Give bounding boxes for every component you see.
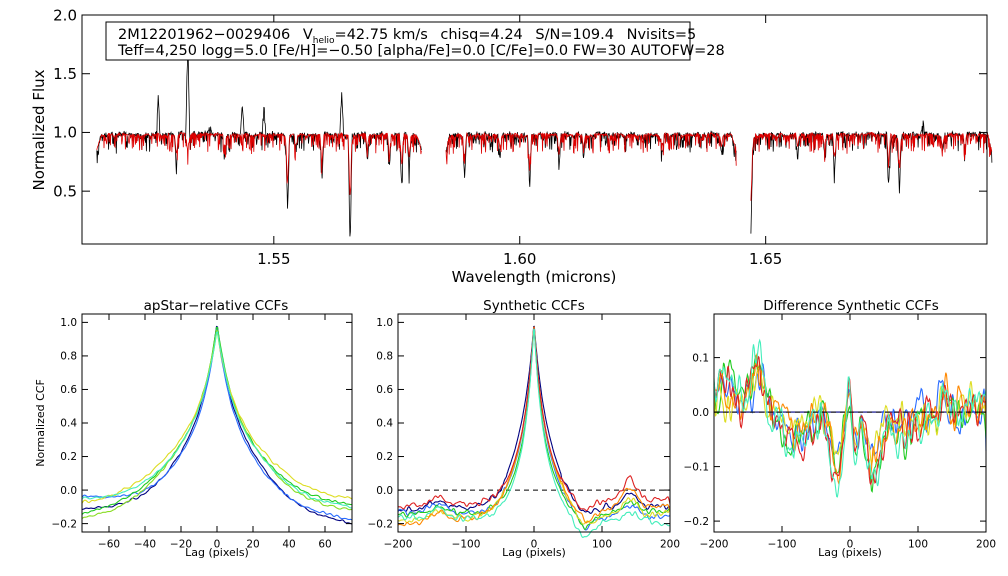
y-tick-label: −0.2 (52, 518, 78, 530)
y-tick-label: 0.1 (692, 352, 709, 364)
ccf-apstar-line-visit-6 (81, 331, 353, 509)
spectrum-xlabel: Wavelength (microns) (452, 268, 617, 286)
x-tick-label: 100 (908, 539, 928, 551)
ccf-synthetic-line-visit-2 (397, 327, 671, 531)
ccf-synthetic-line-visit-1 (397, 325, 671, 515)
ccf-apstar-ticks: −60 −40 −20 0 20 40 60 −0.2 0.0 0.2 0.4 0.6 0.8 1.0 (52, 314, 352, 551)
y-tick-label: 0.5 (53, 182, 77, 200)
ccf-difference-title: Difference Synthetic CCFs (763, 298, 939, 314)
y-tick-label: 0.8 (60, 351, 77, 363)
ccf-synthetic-line-visit-7 (398, 328, 671, 539)
ccf-difference-line-visit-5 (713, 352, 987, 486)
annotation-chisq: chisq=4.24 (440, 27, 522, 43)
ccf-panel-apstar: apStar−relative CCFs −60 −40 −20 0 20 40 60 −0.… (34, 298, 353, 559)
x-tick-label: 1.55 (257, 250, 290, 268)
y-tick-label: 0.0 (692, 407, 709, 419)
annotation-sn: S/N=109.4 (535, 27, 614, 43)
ccf-apstar-ylabel: Normalized CCF (34, 379, 47, 467)
x-tick-label: 0 (531, 539, 538, 551)
y-tick-label: −0.2 (368, 518, 394, 530)
y-tick-label: 2.0 (53, 6, 77, 24)
annotation-box: 2M12201962−0029406 Vhelio=42.75 km/s chi… (105, 21, 725, 61)
spectrum-panel: 1.55 1.60 1.65 0.5 1.0 1.5 2.0 Normalized Flux… (30, 6, 993, 286)
ccf-synthetic-ticks: −200 −100 0 100 200 −0.2 0.0 0.2 0.4 0.6 0.8 1.0 (368, 314, 680, 551)
y-tick-label: 0.6 (376, 384, 393, 396)
spectrum-model-line (96, 131, 422, 195)
y-tick-label: 0.6 (60, 384, 77, 396)
x-tick-label: 40 (282, 539, 295, 551)
ccf-difference-frame (713, 313, 987, 533)
spectrum-traces (96, 38, 993, 237)
y-tick-label: −0.2 (684, 516, 710, 528)
y-tick-label: 0.2 (60, 451, 77, 463)
ccf-apstar-title: apStar−relative CCFs (144, 298, 289, 314)
ccf-synthetic-line-visit-4 (397, 327, 671, 525)
ccf-synthetic-line-visit-5 (397, 326, 671, 527)
x-tick-label: 20 (246, 539, 259, 551)
ccf-difference-line-visit-7 (713, 338, 987, 498)
y-tick-label: 1.0 (60, 317, 77, 329)
x-tick-label: −20 (170, 539, 192, 551)
x-tick-label: 100 (592, 539, 612, 551)
ccf-apstar-line-visit-3 (81, 326, 353, 515)
annotation-vhelio: V (303, 27, 313, 43)
y-tick-label: 0.4 (376, 418, 393, 430)
ccf-synthetic-xlabel: Lag (pixels) (502, 546, 566, 559)
annotation-vhelio-value: =42.75 km/s (335, 27, 428, 43)
spectrum-model-line (445, 131, 737, 171)
x-tick-label: 0 (214, 539, 221, 551)
y-tick-label: 1.0 (53, 124, 77, 142)
y-tick-label: 0.8 (376, 351, 393, 363)
y-tick-label: −0.1 (684, 461, 710, 473)
x-tick-label: 1.60 (503, 250, 536, 268)
annotation-params: Teff=4,250 logg=5.0 [Fe/H]=−0.50 [alpha/… (117, 43, 725, 59)
annotation-nvisits: Nvisits=5 (627, 27, 697, 43)
x-tick-label: −100 (768, 539, 797, 551)
x-tick-label: 0 (847, 539, 854, 551)
ccf-difference-ticks: −200 −100 0 100 200 −0.2 −0.1 0.0 0.1 (684, 314, 996, 551)
x-tick-label: −200 (384, 539, 413, 551)
x-tick-label: 1.65 (749, 250, 782, 268)
y-tick-label: 1.0 (376, 317, 393, 329)
ccf-apstar-line-visit-1 (81, 325, 353, 525)
spectrum-ticks: 1.55 1.60 1.65 0.5 1.0 1.5 2.0 (53, 6, 987, 268)
x-tick-label: −200 (700, 539, 729, 551)
ccf-synthetic-line-visit-6 (397, 327, 671, 512)
ccf-apstar-line-visit-5 (81, 332, 353, 504)
ccf-apstar-traces (81, 325, 353, 525)
x-tick-label: 200 (976, 539, 996, 551)
y-tick-label: 0.2 (376, 451, 393, 463)
ccf-panel-difference: Difference Synthetic CCFs −200 −100 0 100 20… (684, 298, 997, 559)
x-tick-label: 200 (660, 539, 680, 551)
x-tick-label: 60 (318, 539, 331, 551)
y-tick-label: 0.4 (60, 418, 77, 430)
x-tick-label: −60 (98, 539, 120, 551)
y-tick-label: 1.5 (53, 65, 77, 83)
spectrum-frame (81, 14, 988, 245)
spectrum-observed-line (445, 130, 737, 187)
x-tick-label: −100 (452, 539, 481, 551)
ccf-apstar-line-visit-2 (81, 327, 353, 521)
y-tick-label: 0.0 (376, 485, 393, 497)
ccf-synthetic-traces (397, 325, 671, 539)
ccf-synthetic-title: Synthetic CCFs (483, 298, 585, 314)
svg-text:2M12201962−0029406 Vhe: 2M12201962−0029406 Vhelio=42.75 km/s chi… (118, 27, 696, 46)
ccf-panel-synthetic: Synthetic CCFs −200 −100 0 100 200 −0.2 0.0 0.2… (368, 298, 681, 559)
spectrum-model-line (750, 131, 993, 201)
annotation-star: 2M12201962−0029406 (118, 27, 290, 43)
ccf-apstar-line-visit-4 (81, 330, 353, 520)
ccf-difference-traces (713, 338, 987, 498)
x-tick-label: −40 (134, 539, 156, 551)
annotation-vhelio-sub: helio (313, 36, 335, 46)
y-tick-label: 0.0 (60, 485, 77, 497)
ccf-apstar-xlabel: Lag (pixels) (185, 546, 249, 559)
ccf-difference-xlabel: Lag (pixels) (818, 546, 882, 559)
spectrum-ylabel: Normalized Flux (30, 69, 48, 190)
